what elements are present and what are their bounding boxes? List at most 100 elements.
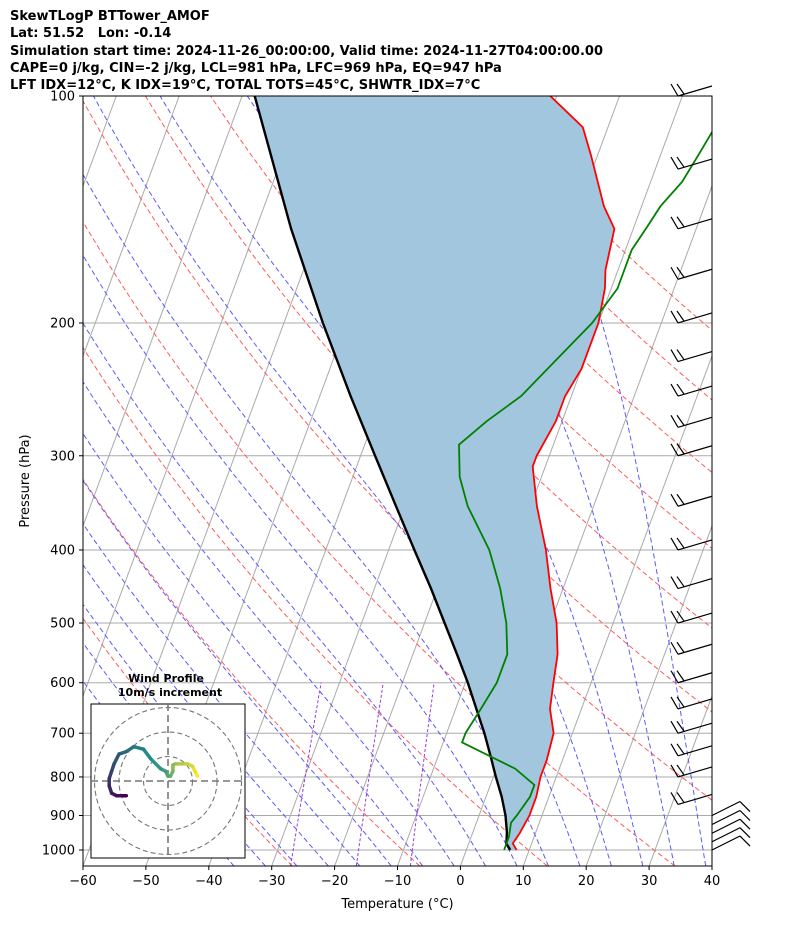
hodograph-title: Wind Profile [128,672,204,685]
wind-barb-shaft [677,416,713,428]
moist-adiabat [83,522,361,866]
mixing-ratio-line [409,682,435,866]
cape-fill [254,96,615,850]
hodograph-content [91,704,245,858]
wind-barb-shaft [677,643,713,655]
wind-barb-flag [676,641,685,653]
wind-barb-flag [676,443,685,455]
wind-barb-shaft [711,809,741,826]
wind-barb [670,493,713,507]
wind-barb [711,800,751,817]
wind-barb-shaft [711,800,741,817]
wind-barb-flag [676,310,685,322]
dry-adiabat [83,478,421,866]
wind-barb-shaft [677,268,713,280]
wind-barb-flag [676,414,685,426]
wind-barb-flag [676,720,685,732]
mixing-ratio-line [290,682,322,866]
wind-barb [670,383,713,397]
stability-line-2: LFT IDX=12°C, K IDX=19°C, TOTAL TOTS=45°… [10,78,481,94]
parcel-profile [253,96,512,851]
y-tick-label: 900 [50,809,75,824]
wind-barb-shaft [677,793,713,805]
isotherm-line [648,694,712,866]
wind-barb-flag [739,835,751,847]
moist-adiabat [505,96,707,866]
moist-adiabat [83,432,424,866]
wind-barb-flag [670,576,679,589]
wind-barb [670,764,713,778]
isotherm-line [522,354,712,866]
y-tick-label: 300 [50,449,75,464]
isotherm-line [83,96,180,358]
wind-barb [670,743,713,757]
wind-barb-flag [670,83,679,97]
wind-barbs [670,83,751,851]
mixing-ratio-line [355,682,384,866]
stability-line-1: CAPE=0 j/kg, CIN=-2 j/kg, LCL=981 hPa, L… [10,60,502,76]
y-axis-title: Pressure (hPa) [18,434,33,527]
wind-barb-flag [670,641,679,655]
moist-adiabat [83,603,298,866]
wind-barb-flag [676,537,685,549]
wind-barb [670,696,713,710]
hodograph-trace [141,747,153,761]
wind-barb [670,310,713,324]
wind-barb-shaft [711,818,741,834]
location-line: Lat: 51.52 Lon: -0.14 [10,26,172,42]
moist-adiabat [83,254,518,866]
wind-barb-flag [676,493,685,505]
x-tick-label: 20 [578,874,595,889]
wind-barb-flag [676,83,685,95]
wind-barb-shaft [677,495,713,507]
wind-barb-shaft [677,85,713,97]
wind-barb-shaft [677,577,713,590]
wind-barb-shaft [677,350,713,363]
wind-barb-flag [670,310,679,324]
isotherm-line [397,96,683,866]
wind-barb-flag [676,349,685,360]
isotherm-line [711,864,712,866]
wind-barb-flag [670,349,679,362]
wind-barb-flag [676,576,685,587]
wind-barb-flag [670,610,679,624]
x-tick-label: −20 [321,874,348,889]
wind-barb [670,720,713,734]
wind-barb [711,809,751,826]
y-tick-label: 1000 [42,844,75,859]
dry-adiabat [144,96,712,713]
wind-barb [670,414,713,428]
moist-adiabat [83,380,455,866]
wind-barb [670,576,713,590]
chart-header: SkewTLogP BTTower_AMOF Lat: 51.52 Lon: -… [10,8,790,94]
wind-barb-shaft [711,835,741,851]
wind-barb-shaft [677,218,713,230]
isotherm-line [83,96,243,528]
wind-barb-flag [670,764,679,778]
temperature-profile [511,96,616,851]
x-tick-label: −30 [258,874,285,889]
wind-barb-flag [676,743,685,755]
wind-barb-flag [676,792,685,803]
time-line: Simulation start time: 2024-11-26_00:00:… [10,43,603,59]
wind-barb-flag [670,156,679,170]
wind-barb [670,349,713,363]
wind-barb-shaft [677,745,713,757]
wind-barb-shaft [677,385,713,397]
y-tick-label: 100 [50,90,75,105]
x-tick-label: 40 [704,874,721,889]
wind-barb [670,641,713,655]
moist-adiabat [83,322,487,866]
wind-barb-flag [670,720,679,734]
wind-barb-shaft [677,158,713,170]
wind-barb [711,827,751,843]
moist-adiabat [83,479,392,866]
moist-adiabat [83,642,266,866]
x-tick-label: −40 [195,874,222,889]
wind-barb [670,610,713,624]
x-axis-title: Temperature (°C) [340,897,453,912]
wind-barb-flag [670,670,679,684]
wind-barb-shaft [677,698,713,710]
axes: −60 −50 −40 −30 −20 −10 0 10 20 30 40 100 200 300 400 5… [42,90,720,890]
dewpoint-profile [458,130,712,851]
